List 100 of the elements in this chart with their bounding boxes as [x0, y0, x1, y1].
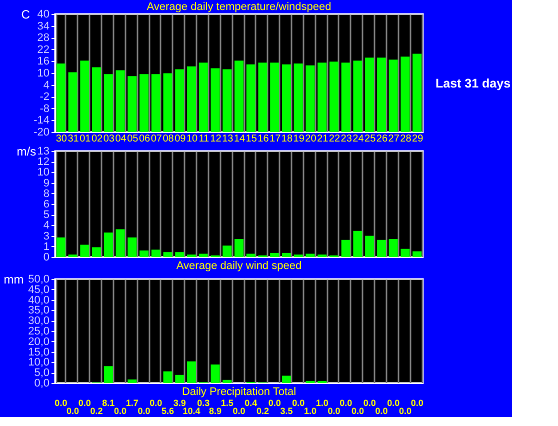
- bar: [68, 72, 78, 132]
- y-tick-label: 25,0: [28, 326, 50, 338]
- bar: [92, 247, 102, 257]
- bar: [104, 366, 113, 383]
- bar: [412, 251, 422, 257]
- bar: [56, 237, 66, 257]
- bar: [92, 67, 102, 132]
- bar: [151, 74, 160, 132]
- bar: [210, 68, 220, 132]
- y-tick-label: 22: [37, 44, 50, 56]
- data-label: 0.0: [363, 398, 376, 408]
- bar: [306, 254, 315, 257]
- data-label: 8.1: [102, 398, 115, 408]
- y-tick-label: 8: [43, 188, 50, 200]
- y-tick-label: 20,0: [28, 336, 50, 348]
- x-tick-label: 03: [103, 134, 115, 144]
- x-tick-label: 10: [186, 134, 198, 144]
- y-tick-label: 9: [43, 177, 50, 190]
- bar: [104, 232, 113, 257]
- x-tick-label: 19: [293, 134, 305, 144]
- x-tick-label: 21: [317, 134, 329, 144]
- bar: [187, 66, 196, 132]
- bar: [163, 371, 172, 383]
- data-label: 0.0: [398, 406, 412, 416]
- bar: [376, 240, 386, 257]
- bar: [329, 62, 338, 132]
- y-tick-label: 45,0: [28, 284, 50, 296]
- bar: [376, 58, 386, 132]
- text: Last 31 days: [435, 76, 511, 91]
- x-tick-label: 18: [281, 134, 293, 144]
- bar: [341, 240, 350, 257]
- x-tick-label: 23: [340, 134, 352, 144]
- bar: [234, 60, 244, 132]
- bar: [140, 250, 149, 257]
- bar: [222, 380, 232, 383]
- y-tick-label: 35,0: [28, 304, 50, 317]
- data-label: 0.0: [351, 406, 364, 416]
- x-tick-label: 12: [210, 134, 222, 144]
- bar: [258, 62, 268, 132]
- bar: [128, 237, 137, 257]
- x-tick-label: 27: [388, 134, 400, 144]
- y-axis-title: m/s: [16, 144, 36, 158]
- bar: [198, 254, 208, 257]
- y-axis-title: C: [21, 8, 30, 22]
- x-tick-label: 08: [162, 134, 174, 144]
- data-label: 0.0: [340, 398, 352, 408]
- data-label: 1.0: [316, 398, 328, 408]
- data-label: 0.2: [90, 406, 103, 416]
- bar: [187, 361, 196, 383]
- data-label: 0.0: [387, 398, 400, 408]
- y-tick-label: -20: [34, 126, 50, 138]
- y-tick-label: -8: [40, 102, 50, 115]
- bar: [151, 250, 160, 257]
- bar: [388, 60, 398, 132]
- data-label: 0.0: [138, 406, 150, 416]
- y-tick-label: 50,0: [28, 274, 50, 286]
- data-label: 0.0: [54, 398, 68, 408]
- x-tick-label: 31: [68, 134, 80, 144]
- bar: [175, 69, 184, 132]
- y-tick-label: 4: [43, 220, 50, 232]
- data-label: 10.4: [182, 406, 200, 416]
- y-tick-label: 0: [43, 252, 50, 264]
- data-label: 0.0: [150, 398, 162, 408]
- bar: [210, 364, 220, 383]
- bar: [128, 76, 137, 132]
- bar: [128, 379, 137, 383]
- y-tick-label: 5,0: [34, 367, 50, 380]
- bar: [294, 64, 303, 132]
- x-tick-label: 15: [246, 134, 258, 144]
- bar: [80, 244, 90, 257]
- bar: [140, 74, 149, 132]
- data-label: 0.0: [328, 406, 340, 416]
- bar: [341, 62, 350, 132]
- data-label: 1.0: [304, 406, 316, 416]
- x-tick-label: 01: [80, 134, 92, 144]
- y-tick-label: 15,0: [28, 346, 50, 358]
- x-tick-label: 26: [376, 134, 388, 144]
- bar: [246, 254, 256, 257]
- bar: [282, 376, 291, 383]
- y-axis-title: mm: [4, 272, 24, 286]
- bar: [282, 64, 291, 132]
- x-tick-label: 02: [91, 134, 104, 144]
- data-label: 0.0: [375, 406, 388, 416]
- y-tick-label: 30,0: [28, 315, 50, 328]
- x-tick-label: 30: [56, 134, 68, 144]
- bar: [282, 252, 291, 257]
- bar: [222, 69, 232, 132]
- bar: [116, 229, 125, 257]
- x-tick-label: 11: [198, 134, 210, 144]
- y-tick-label: 10: [37, 166, 50, 179]
- bar: [270, 62, 280, 132]
- x-tick-label: 20: [305, 134, 317, 144]
- data-label: 0.0: [292, 398, 305, 408]
- y-tick-label: 40,0: [28, 294, 50, 306]
- y-tick-label: -14: [34, 114, 50, 127]
- x-tick-label: 09: [174, 134, 186, 144]
- x-tick-label: 05: [127, 134, 139, 144]
- y-tick-label: 28: [37, 32, 50, 44]
- bar: [198, 62, 208, 132]
- y-tick-label: 34: [37, 20, 50, 32]
